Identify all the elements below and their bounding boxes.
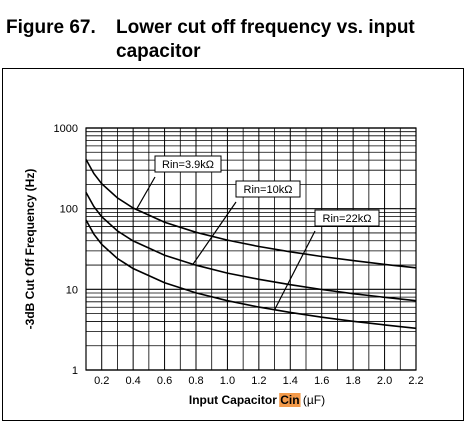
x-tick-label: 1.0 [220,375,235,387]
figure-number: Figure 67. [6,17,96,38]
x-axis-highlight [279,393,301,407]
annotation-leader [192,201,237,265]
annotation-leader [135,176,156,210]
annotation-box [235,180,301,198]
series-line-2 [85,192,417,302]
y-tick-label: 100 [60,204,78,216]
annotation-leader [274,230,316,311]
annotation-box [314,209,380,227]
x-tick-label: 2.2 [408,375,423,387]
y-tick-label: 1 [72,365,78,377]
y-tick-label: 1000 [54,123,78,135]
minor-grid [85,128,416,370]
x-tick-label: 1.2 [251,375,266,387]
x-tick-label: 1.4 [283,375,298,387]
annotation-label: Rin=10kΩ [244,184,293,196]
plot-border [85,127,417,371]
tick-labels: 0.2 0.4 0.6 0.8 1.0 1.2 1.4 1.6 1.8 2.0 2.2 1 10 100 1… [54,123,424,387]
x-axis-label: Input Capacitor Cin (µF) [189,393,325,407]
series-line-3 [85,219,417,330]
major-grid [85,127,417,371]
x-tick-label: 2.0 [377,375,392,387]
y-axis-label: -3dB Cut Off Frequency (Hz) [23,169,37,330]
x-tick-label: 0.8 [188,375,203,387]
annotation-box [154,155,222,173]
annotation-label: Rin=22kΩ [323,213,372,225]
highlight-box [279,393,301,407]
axis-labels: Input Capacitor Cin (µF) -3dB Cut Off Fre… [23,169,325,407]
x-axis-label-highlight: Cin [280,393,299,407]
x-tick-label: 1.6 [314,375,329,387]
annotation-label: Rin=3.9kΩ [162,159,214,171]
chart-frame [2,68,464,421]
x-tick-label: 0.4 [125,375,140,387]
annotations: Rin=3.9kΩ Rin=10kΩ Rin=22kΩ [135,155,380,311]
x-tick-label: 1.8 [345,375,360,387]
figure-title: Figure 67. Lower cut off frequency vs. in… [6,16,461,64]
figure-title-line1: Lower cut off frequency vs. input [116,17,415,38]
x-tick-label: 0.6 [157,375,172,387]
y-tick-label: 10 [66,284,78,296]
x-tick-label: 0.2 [94,375,109,387]
figure-title-line2: capacitor [116,41,201,62]
